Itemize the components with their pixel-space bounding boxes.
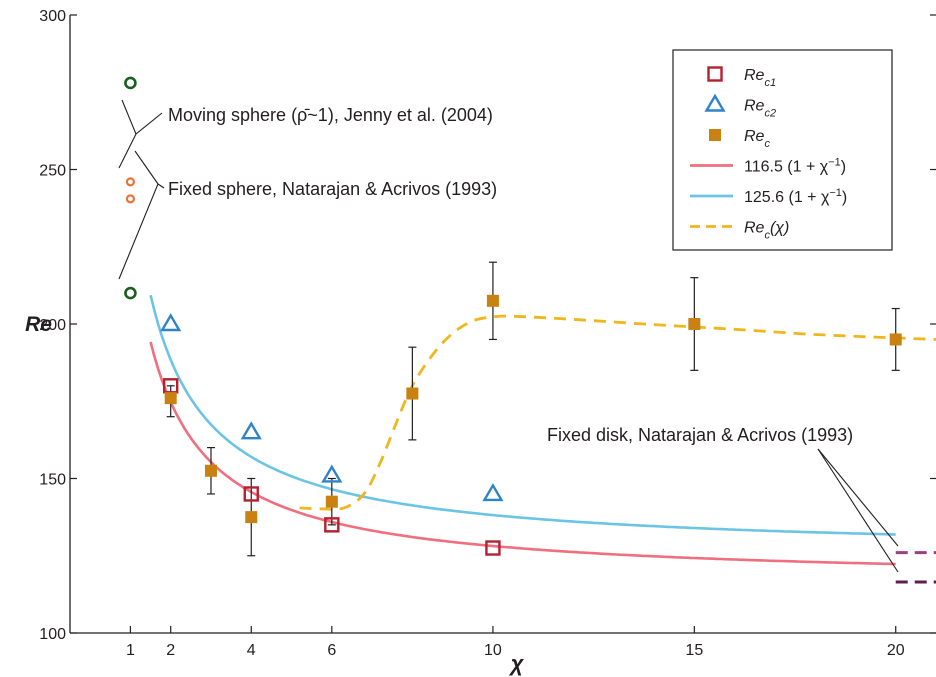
y-tick-label: 150 — [39, 472, 66, 489]
marker-rec2 — [321, 464, 343, 483]
annotation-fixed-sphere: Fixed sphere, Natarajan & Acrivos (1993) — [168, 179, 497, 199]
legend-marker-rec1 — [707, 66, 723, 82]
legend-label-recchi: Rec(χ) — [744, 220, 789, 242]
marker-rec — [406, 387, 419, 400]
marker-rec — [245, 511, 258, 524]
leader-moving-sphere-label — [135, 112, 163, 135]
marker-rec — [164, 392, 177, 405]
x-tick-label: 10 — [484, 642, 502, 659]
legend-label-rec: Rec — [744, 128, 770, 150]
leader-fixed-disk — [817, 448, 899, 547]
x-axis-label: χ — [509, 651, 525, 676]
legend-label-rec2: Rec2 — [744, 98, 776, 120]
marker-rec — [688, 318, 701, 330]
y-tick-label: 300 — [39, 8, 66, 25]
marker-rec2 — [160, 313, 182, 332]
data-marks — [124, 76, 936, 584]
marker-rec — [486, 294, 499, 307]
fit-curve-fit2 — [149, 294, 896, 536]
annotation-fixed-disk: Fixed disk, Natarajan & Acrivos (1993) — [547, 425, 853, 445]
leader-fixed-sphere — [118, 150, 159, 280]
leader-fixed-sphere-label — [157, 183, 165, 189]
marker-rec1 — [485, 540, 501, 556]
legend-label-fit2: 125.6 (1 + χ−1) — [744, 187, 847, 206]
legend-marker-rec2 — [704, 93, 726, 112]
annotations: Moving sphere (ρ̄~1), Jenny et al. (2004… — [118, 99, 899, 573]
y-tick-label: 250 — [39, 163, 66, 180]
marker-rec1 — [243, 486, 259, 502]
literature-circle — [125, 177, 136, 187]
marker-rec2 — [240, 421, 262, 440]
chart-axes: 100 150 200 250 300 1 2 4 6 10 15 20 Re χ — [25, 8, 936, 676]
fit-curves — [149, 294, 936, 566]
legend-label-fit1: 116.5 (1 + χ−1) — [744, 157, 846, 176]
marker-rec — [889, 333, 902, 346]
x-tick-label: 15 — [685, 642, 703, 659]
x-tick-label: 6 — [327, 642, 336, 659]
marker-rec — [325, 495, 338, 508]
legend-box — [672, 49, 893, 251]
x-tick-label: 20 — [887, 642, 905, 659]
legend: Rec1 Rec2 Rec 116.5 (1 + χ−1) 125.6 (1 + χ−1… — [672, 49, 893, 251]
x-tick-label: 2 — [166, 642, 175, 659]
leader-fixed-disk — [817, 448, 899, 573]
y-axis-label: Re — [25, 313, 52, 336]
leader-moving-sphere — [118, 99, 137, 169]
literature-circle — [124, 76, 137, 90]
y-tick-label: 200 — [39, 317, 66, 334]
fit-curve-fit1 — [149, 341, 896, 566]
legend-label-rec1: Rec1 — [744, 67, 776, 89]
marker-rec2 — [482, 483, 504, 502]
literature-circle — [125, 194, 136, 204]
literature-circle — [124, 286, 137, 300]
y-tick-label: 100 — [39, 626, 66, 643]
x-tick-label: 4 — [247, 642, 256, 659]
legend-marker-rec — [709, 129, 721, 141]
x-tick-label: 1 — [126, 642, 135, 659]
recchi-curve — [299, 314, 936, 511]
marker-rec — [204, 464, 217, 477]
marker-rec1 — [324, 517, 340, 533]
annotation-moving-sphere: Moving sphere (ρ̄~1), Jenny et al. (2004… — [168, 105, 493, 125]
